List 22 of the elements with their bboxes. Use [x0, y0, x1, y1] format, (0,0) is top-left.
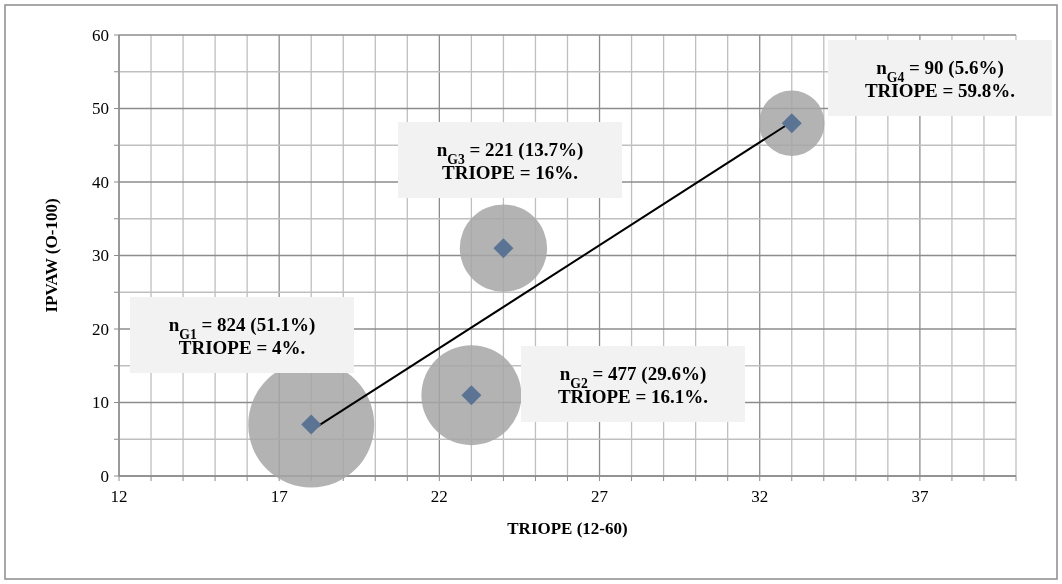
y-tick-label: 50 [92, 99, 109, 119]
x-tick-label: 17 [270, 487, 289, 506]
x-tick-label: 37 [911, 487, 929, 506]
y-tick-label: 10 [92, 393, 109, 413]
point [493, 238, 514, 259]
x-tick-label: 32 [751, 487, 769, 506]
x-axis-title: TRIOPE (12-60) [507, 519, 628, 538]
y-tick-label: 60 [92, 25, 109, 45]
y-axis-title: IPVAW (O-100) [42, 198, 61, 313]
annotation: n$_{G1}$ = 824 (51.1%) TRIOPE = 4%. [168, 313, 316, 358]
y-tick-label: 30 [92, 246, 109, 266]
x-tick-label: 12 [110, 487, 128, 506]
y-tick-label: 0 [100, 466, 109, 486]
annotation: n$_{G3}$ = 221 (13.7%) TRIOPE = 16%. [436, 138, 584, 183]
point [301, 414, 322, 435]
annotation: n$_{G4}$ = 90 (5.6%) TRIOPE = 59.8%. [864, 56, 1016, 101]
x-tick-label: 27 [591, 487, 609, 506]
point [461, 385, 482, 406]
y-tick-label: 20 [92, 319, 109, 339]
annotation: n$_{G2}$ = 477 (29.6%) TRIOPE = 16.1%. [557, 362, 709, 407]
x-tick-label: 22 [430, 487, 448, 506]
y-tick-label: 40 [92, 172, 109, 192]
